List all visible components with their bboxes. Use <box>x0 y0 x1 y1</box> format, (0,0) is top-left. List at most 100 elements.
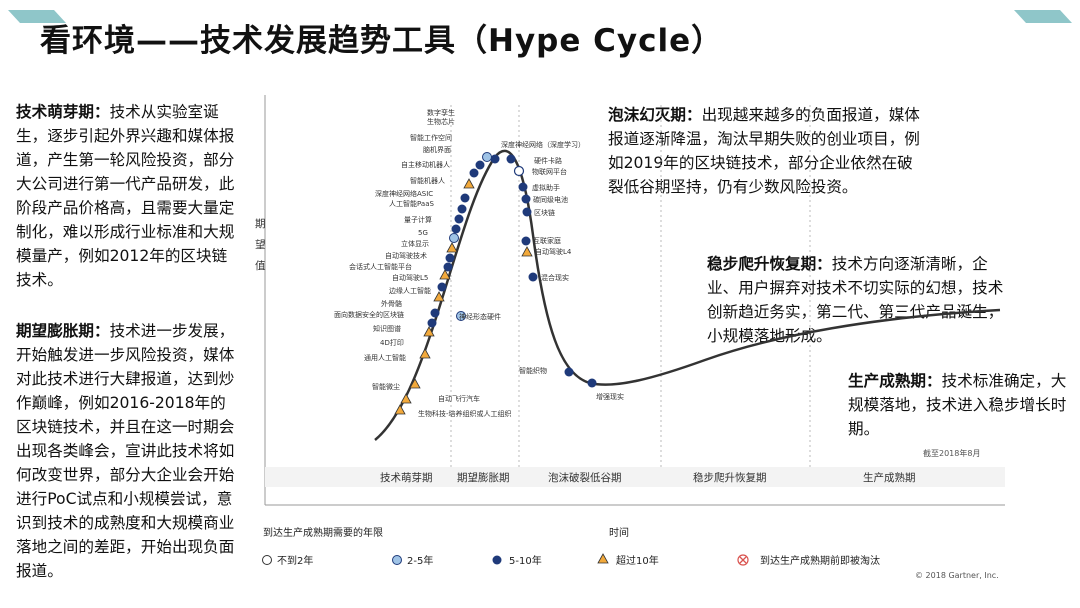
top-right-decoration <box>1014 10 1072 23</box>
tech-label: 量子计算 <box>404 215 432 224</box>
tech-label: 碳同级电池 <box>533 195 568 204</box>
tech-marker <box>587 378 597 388</box>
phase-desc-peak: 期望膨胀期：技术进一步发展，开始触发进一步风险投资，媒体对此技术进行大肆报道，达… <box>16 319 238 583</box>
tech-marker <box>475 160 485 170</box>
legend-marker-circle-dark <box>492 555 502 565</box>
tech-marker <box>409 378 421 389</box>
tech-label: 自动驾驶L5 <box>392 273 428 282</box>
legend-label: 2-5年 <box>407 554 433 567</box>
tech-marker <box>394 404 406 415</box>
tech-label: 外骨骼 <box>381 299 402 308</box>
tech-label: 自主移动机器人 <box>401 160 450 169</box>
tech-marker <box>460 193 470 203</box>
tech-label: 区块链 <box>534 208 555 217</box>
tech-label: 4D打印 <box>380 338 404 347</box>
tech-label: 自动驾驶L4 <box>535 247 572 256</box>
phase-body: 出现越来越多的负面报道，媒体报道逐渐降温，淘汰早期失败的创业项目，例如2019年… <box>608 106 920 196</box>
tech-label: 通用人工智能 <box>364 353 406 362</box>
tech-marker <box>449 233 459 243</box>
y-axis-label-1: 期 <box>255 218 266 230</box>
tech-marker <box>469 168 479 178</box>
tech-label: 增强现实 <box>596 392 624 401</box>
phase-body: 技术从实验室诞生，逐步引起外界兴趣和媒体报道，产生第一轮风险投资，部分大公司进行… <box>16 103 235 289</box>
tech-marker <box>564 367 574 377</box>
tech-marker <box>446 242 458 253</box>
phase-label: 技术萌芽期 <box>380 471 433 484</box>
tech-marker <box>433 291 445 302</box>
legend-label: 超过10年 <box>616 554 659 567</box>
tech-label: 会话式人工智能平台 <box>349 262 412 271</box>
tech-marker <box>400 393 412 404</box>
tech-marker <box>445 253 455 263</box>
top-left-decoration <box>8 10 66 23</box>
phase-desc-trough: 泡沫幻灭期：出现越来越多的负面报道，媒体报道逐渐降温，淘汰早期失败的创业项目，例… <box>608 103 926 199</box>
tech-label: 硬件卡路 <box>534 156 562 165</box>
tech-marker <box>430 308 440 318</box>
page-title: 看环境——技术发展趋势工具（Hype Cycle） <box>40 23 724 59</box>
tech-marker <box>423 326 435 337</box>
tech-label: 智能机器人 <box>410 176 445 185</box>
tech-marker <box>482 152 492 162</box>
tech-label: 边缘人工智能 <box>389 286 431 295</box>
legend-title: 到达生产成熟期需要的年限 <box>263 526 383 539</box>
tech-marker <box>513 165 525 177</box>
tech-label: 深度神经网络（深度学习） <box>501 140 585 149</box>
tech-marker <box>490 154 500 164</box>
cross-icon <box>739 556 747 564</box>
tech-marker <box>439 269 451 280</box>
tech-marker <box>518 182 528 192</box>
y-axis-label-2: 望 <box>255 238 266 251</box>
copyright-text: © 2018 Gartner, Inc. <box>915 571 999 580</box>
tech-label: 互联家庭 <box>533 236 561 245</box>
tech-label: 数字孪生 <box>427 108 455 117</box>
hype-cycle-chart: 期 望 值 <box>255 95 1015 585</box>
tech-marker <box>521 194 531 204</box>
x-axis-label: 时间 <box>609 526 629 539</box>
tech-label: 物联网平台 <box>532 167 567 176</box>
tech-label: 立体显示 <box>401 239 429 248</box>
phase-desc-innovation: 技术萌芽期：技术从实验室诞生，逐步引起外界兴趣和媒体报道，产生第一轮风险投资，部… <box>16 100 236 292</box>
tech-marker <box>454 214 464 224</box>
tech-label: 生物芯片 <box>427 117 455 126</box>
tech-marker <box>506 154 516 164</box>
phase-label: 稳步爬升恢复期 <box>693 471 767 484</box>
tech-label: 生物科技-培养组织或人工组织 <box>418 409 512 418</box>
tech-label: 虚拟助手 <box>532 183 560 192</box>
phase-name: 泡沫幻灭期： <box>608 106 702 124</box>
tech-marker <box>451 224 461 234</box>
legend-label: 不到2年 <box>277 554 313 567</box>
legend-marker-circle-light <box>392 555 402 565</box>
phase-label: 泡沫破裂低谷期 <box>548 471 622 484</box>
tech-marker <box>456 311 466 321</box>
phase-name: 期望膨胀期： <box>16 322 110 340</box>
phase-band <box>265 467 1005 487</box>
tech-label: 智能微尘 <box>372 382 400 391</box>
phase-name: 技术萌芽期： <box>16 103 110 121</box>
phase-label: 生产成熟期 <box>863 471 916 484</box>
tech-label: 知识图谱 <box>373 324 401 333</box>
legend-label: 到达生产成熟期前即被淘汰 <box>760 554 880 567</box>
tech-marker <box>522 207 532 217</box>
tech-marker <box>419 348 431 359</box>
phase-name: 生产成熟期： <box>848 372 942 390</box>
tech-label: 5G <box>418 229 428 237</box>
as-of-label: 截至2018年8月 <box>923 448 980 458</box>
tech-label: 神经形态硬件 <box>459 312 501 321</box>
tech-marker <box>437 282 447 292</box>
legend-marker-triangle <box>597 553 609 564</box>
tech-label: 智能工作空间 <box>410 133 452 142</box>
tech-label: 面向数据安全的区块链 <box>334 310 404 319</box>
tech-label: 深度神经网络ASIC <box>375 189 433 198</box>
hype-curve <box>374 149 1001 441</box>
tech-label: 人工智能PaaS <box>389 199 434 208</box>
phase-body: 技术进一步发展，开始触发进一步风险投资，媒体对此技术进行大肆报道，达到炒作巅峰，… <box>16 322 235 580</box>
tech-marker <box>521 246 533 257</box>
tech-marker <box>427 318 437 328</box>
legend-label: 5-10年 <box>509 554 542 567</box>
phase-label: 期望膨胀期 <box>457 471 510 484</box>
tech-marker <box>457 204 467 214</box>
tech-label: 智能织物 <box>519 366 547 375</box>
tech-marker <box>463 178 475 189</box>
hype-cycle-svg: 期 望 值 <box>255 95 1005 580</box>
legend-marker-circle-white <box>262 555 272 565</box>
